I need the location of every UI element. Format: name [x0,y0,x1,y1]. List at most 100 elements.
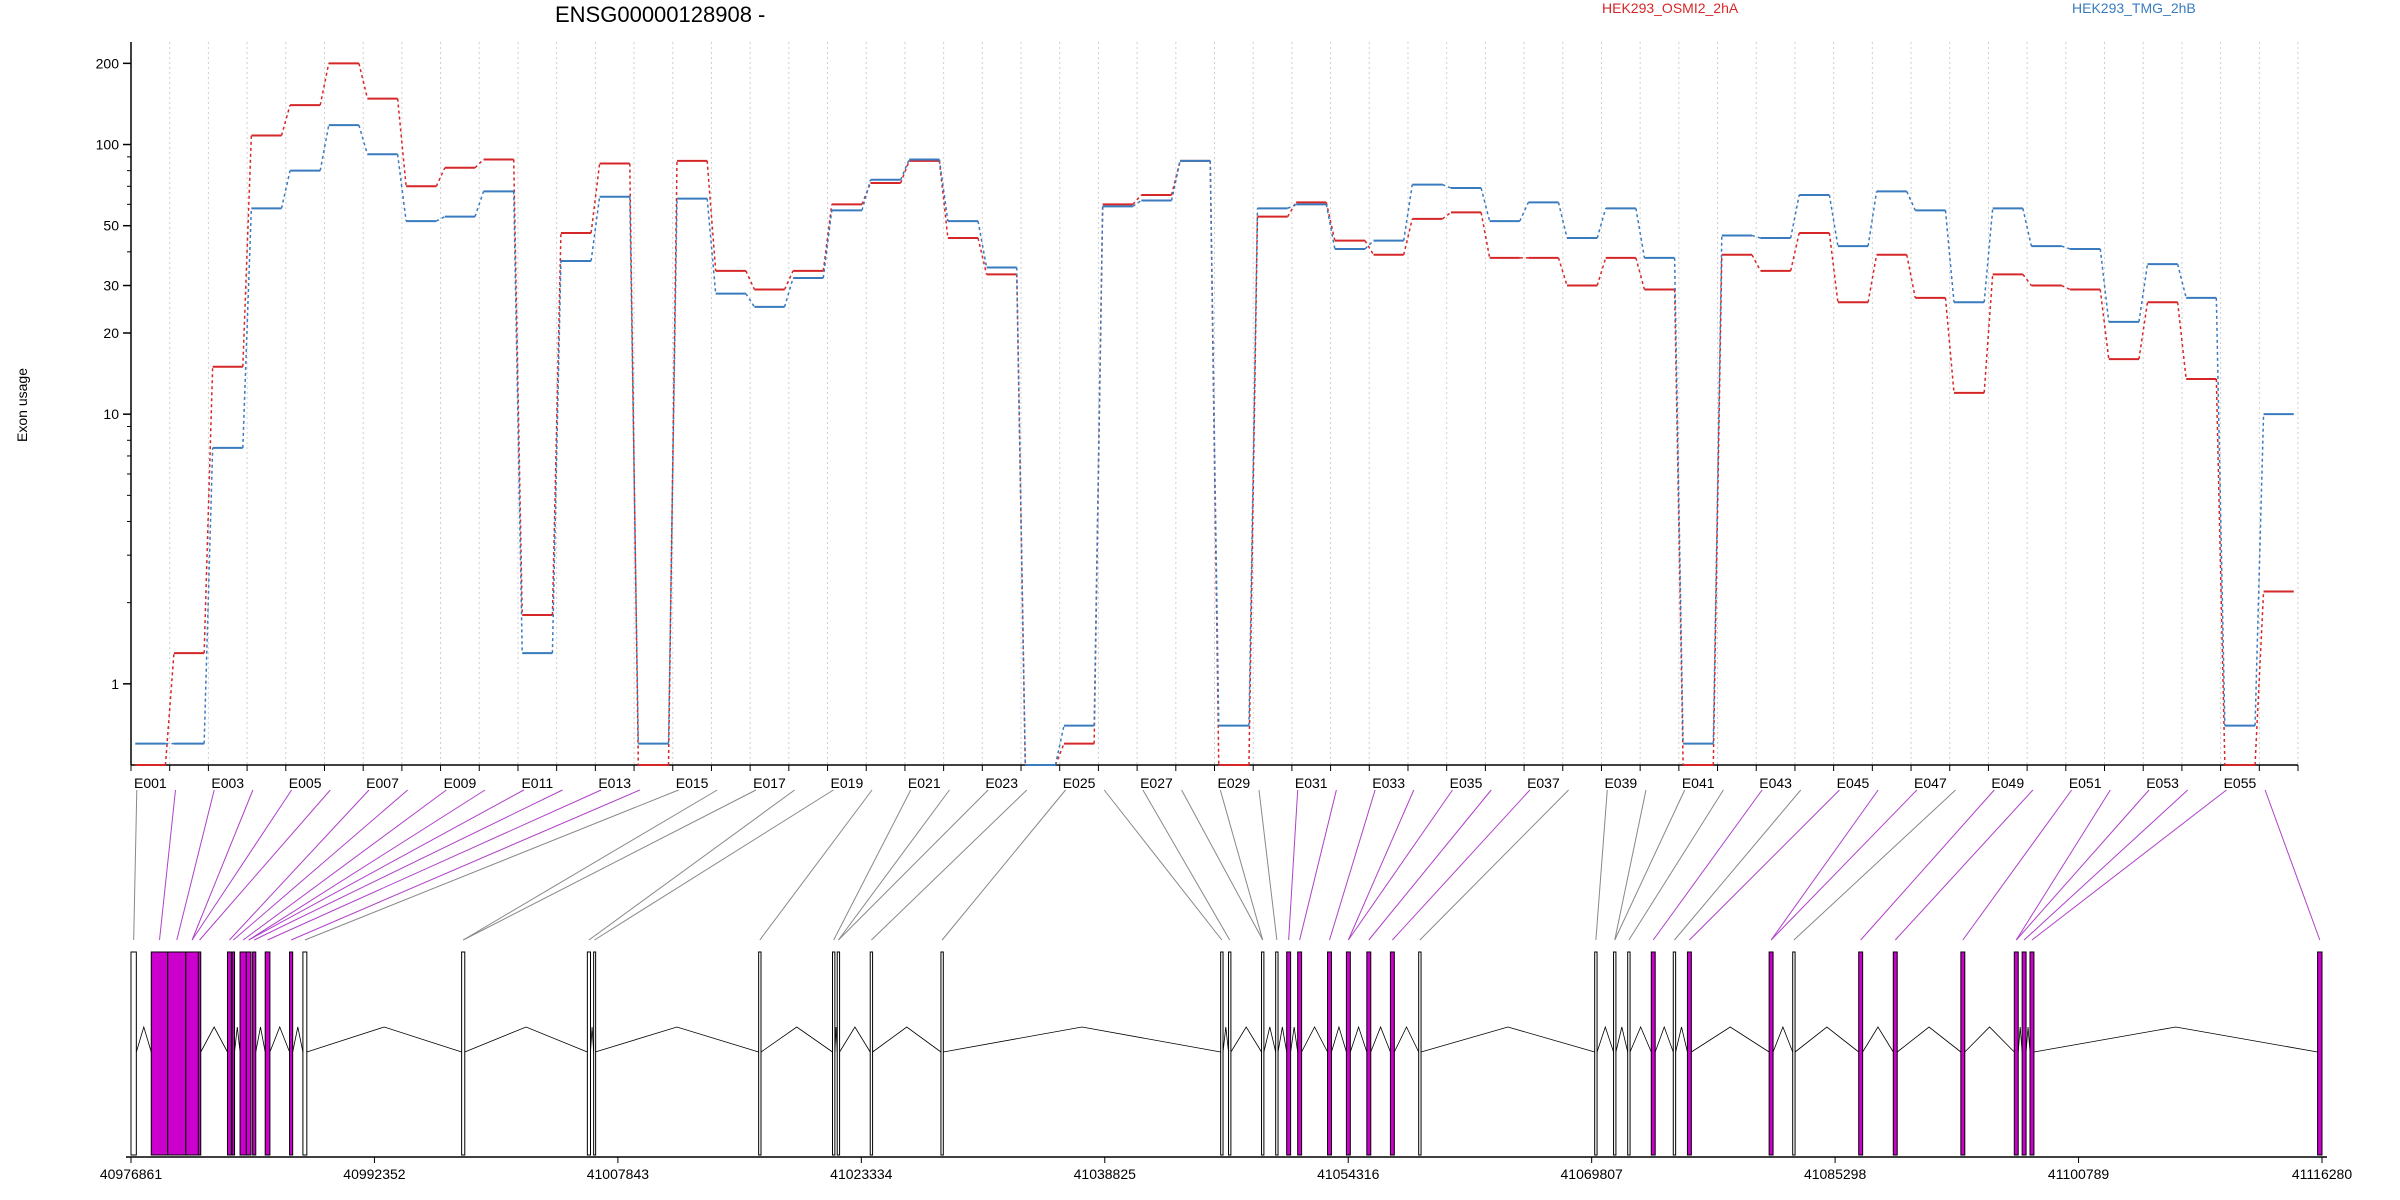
intron-line [1222,1026,1229,1053]
intron-line [255,1026,266,1053]
exon-box [150,951,169,1156]
exon-connector [1689,789,1840,941]
series-2-connector [2061,245,2071,250]
exon-connector [2264,789,2321,941]
intron-line [306,1026,462,1053]
exon-connector [159,789,176,941]
intron-line [590,1026,595,1053]
intron-line [1349,1025,1368,1053]
series-2-connector [1828,194,1839,247]
y-axis-label: Exon usage [14,368,30,442]
exon-box [1768,951,1774,1156]
legend-series-1: HEK293_OSMI2_2hA [1602,0,1739,16]
intron-line [1964,1026,2015,1053]
exon-connector [833,789,912,941]
series-2-connector [1557,202,1568,239]
series-2-connector [2099,248,2110,322]
y-tick-label: 50 [103,218,119,234]
exon-connector [1347,789,1453,941]
exon-box [264,951,271,1156]
exon-connector [1614,789,1686,941]
exon-connector [191,789,293,941]
exon-connector [1391,789,1531,941]
exon-box [1960,951,1966,1156]
exon-connector [1181,789,1264,941]
series-1-connector [1596,257,1607,286]
series-2-connector [474,191,485,217]
exon-box [2029,951,2035,1156]
exon-connector [229,789,370,941]
intron-line [1615,1026,1629,1053]
intron-line [200,1026,228,1053]
exon-box [1345,951,1351,1156]
intron-line [1370,1025,1391,1053]
series-2-connector [1287,203,1297,209]
exon-box [1418,951,1422,1156]
intron-line [234,1026,241,1053]
x-tick-label: E039 [1604,775,1637,791]
genomic-tick-label: 40992352 [343,1166,406,1182]
exon-box [1627,951,1631,1156]
exon-box [1594,951,1598,1156]
genomic-tick-label: 41069807 [1561,1166,1624,1182]
exon-connector [1299,789,1337,941]
x-tick-label: E031 [1295,775,1328,791]
series-2-connector [358,124,369,155]
series-2-connector [861,179,872,211]
series-1-connector [1557,257,1568,286]
series-1-connector [2138,302,2149,360]
intron-line [1691,1026,1770,1053]
series-2-connector [1209,160,1220,726]
y-tick-label: 20 [103,325,119,341]
intron-line [1772,1025,1794,1053]
x-tick-label: E037 [1527,775,1560,791]
intron-line [1794,1026,1859,1053]
intron-line [1675,1026,1688,1053]
exon-connectors [133,789,2321,941]
exon-box [2021,951,2027,1156]
exon-connector [2031,789,2227,941]
series-2-connector [280,170,291,209]
series-1-connector [2215,379,2226,766]
series-2-connector [1132,199,1142,207]
exon-connector [1628,789,1724,941]
exon-connector [304,789,679,941]
intron-line [1331,1025,1347,1053]
x-tick-label: E047 [1914,775,1947,791]
genomic-tick-label: 41038825 [1074,1166,1137,1182]
intron-line [1420,1026,1595,1053]
x-tick-label: E041 [1682,775,1715,791]
series-2-connector [1016,267,1027,766]
x-tick-label: E035 [1450,775,1483,791]
series-2-connector [1364,240,1375,250]
exon-connector [176,789,215,941]
x-tick-label: E009 [444,775,477,791]
series-1-connector [977,237,988,275]
exon-box [1220,951,1224,1156]
series-1-connector [280,104,291,136]
x-tick-label: E025 [1063,775,1096,791]
x-tick-label: E019 [831,775,864,791]
genomic-tick-label: 41023334 [830,1166,893,1182]
series-1-connector [396,98,407,187]
series-2-connector [435,216,446,222]
exon-box [231,951,236,1156]
exon-connector [290,789,641,941]
x-tick-label: E011 [521,775,553,791]
exon-box [1261,951,1265,1156]
x-tick-label: E043 [1759,775,1792,791]
series-2-connector [1789,194,1800,239]
series-lines [135,62,2294,766]
intron-line [1230,1026,1262,1053]
series-2-connector [629,196,640,744]
exon-box [1275,951,1279,1156]
exon-box [1613,951,1617,1156]
series-1-connector [2061,284,2071,291]
series-1-connector [512,159,523,616]
series-2-connector [1093,206,1104,726]
series-2-connector [822,210,833,279]
exon-connector [588,789,795,941]
series-2-connector [590,196,601,262]
intron-line [1596,1025,1614,1053]
x-tick-label: E029 [1217,775,1250,791]
